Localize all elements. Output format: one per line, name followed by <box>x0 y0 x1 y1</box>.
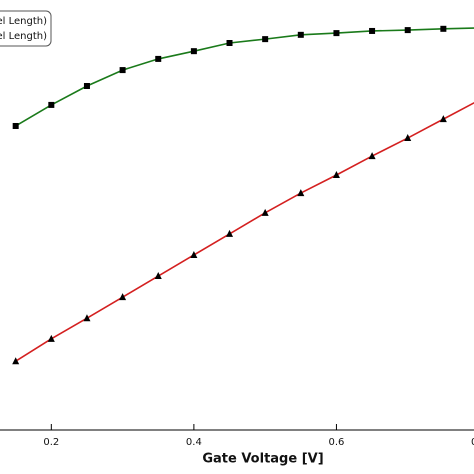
marker <box>12 357 20 365</box>
legend-box <box>0 10 52 47</box>
legend-label: nel Length) <box>0 16 47 27</box>
marker <box>119 67 126 74</box>
marker <box>261 208 269 216</box>
marker <box>47 334 55 342</box>
marker <box>190 48 197 55</box>
marker <box>190 250 198 258</box>
x-tick-label: 0.8 <box>471 437 474 448</box>
x-tick-label: 0.4 <box>186 437 202 448</box>
marker <box>83 314 91 322</box>
marker <box>440 25 447 32</box>
marker <box>297 189 305 197</box>
marker <box>297 31 304 38</box>
marker <box>226 229 234 237</box>
marker <box>154 272 162 280</box>
marker <box>119 293 127 301</box>
marker <box>404 27 411 34</box>
legend: nel Length) nel Length) <box>0 10 52 47</box>
marker <box>155 55 162 62</box>
legend-label: nel Length) <box>0 31 47 42</box>
marker <box>332 171 340 179</box>
marker <box>48 101 55 108</box>
x-axis-label: Gate Voltage [V] <box>202 452 323 467</box>
series-line <box>15 27 474 127</box>
marker <box>439 115 447 123</box>
x-tick-label: 0.6 <box>328 437 344 448</box>
marker <box>404 134 412 142</box>
marker <box>226 40 233 46</box>
marker <box>83 83 90 89</box>
x-tick-label: 0.2 <box>43 437 59 448</box>
series-line <box>15 101 474 362</box>
marker <box>369 27 376 34</box>
marker <box>262 36 269 43</box>
marker <box>333 30 340 37</box>
marker <box>12 122 19 129</box>
marker <box>368 152 376 160</box>
